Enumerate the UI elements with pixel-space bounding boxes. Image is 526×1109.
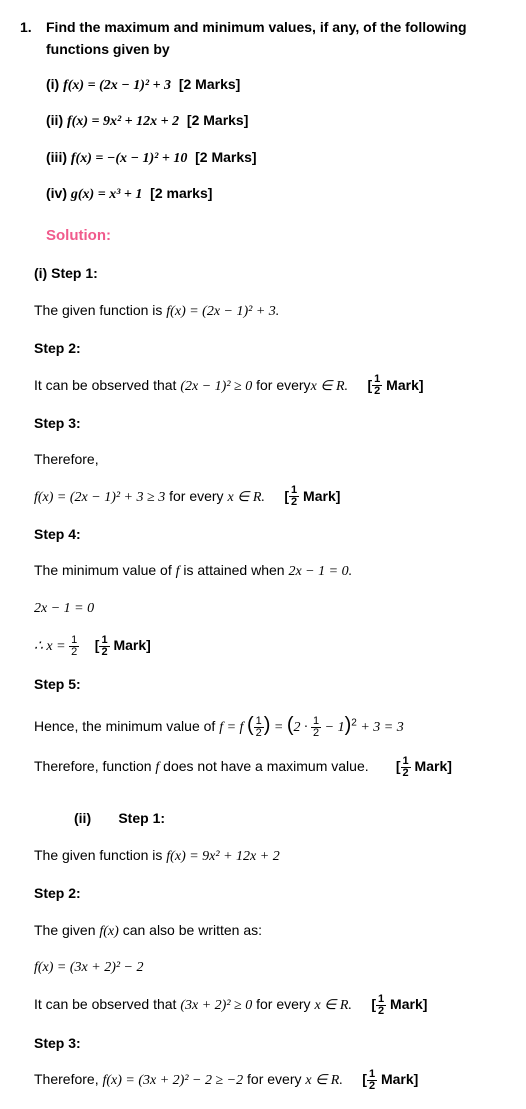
- i-step5-conclusion: Therefore, function f does not have a ma…: [34, 755, 506, 779]
- ii-step2-eq: f(x) = (3x + 2)² − 2: [34, 957, 506, 979]
- ii-step2-label: Step 2:: [34, 882, 506, 904]
- ii-step2-obs: It can be observed that (3x + 2)² ≥ 0 fo…: [34, 993, 506, 1017]
- ii-step1-text: The given function is f(x) = 9x² + 12x +…: [34, 844, 506, 868]
- i-step5-eq: Hence, the minimum value of f = f (12) =…: [34, 709, 506, 741]
- ii-heading: (ii) Step 1:: [34, 807, 506, 829]
- i-step3-eq: f(x) = (2x − 1)² + 3 ≥ 3 for every x ∈ R…: [34, 485, 506, 509]
- ii-step2-text: The given f(x) can also be written as:: [34, 919, 506, 943]
- i-step1-text: The given function is f(x) = (2x − 1)² +…: [34, 299, 506, 323]
- i-step5-label: Step 5:: [34, 673, 506, 695]
- part-iv: (iv) g(x) = x³ + 1 [2 marks]: [46, 182, 506, 206]
- i-step4-text: The minimum value of f is attained when …: [34, 559, 506, 583]
- part-ii: (ii) f(x) = 9x² + 12x + 2 [2 Marks]: [46, 109, 506, 133]
- ii-step3-text: Therefore, f(x) = (3x + 2)² − 2 ≥ −2 for…: [34, 1068, 506, 1092]
- i-step3-therefore: Therefore,: [34, 448, 506, 470]
- solution-heading: Solution:: [46, 224, 506, 248]
- question-prompt: Find the maximum and minimum values, if …: [46, 16, 506, 61]
- question-number: 1.: [20, 16, 36, 61]
- i-step4-result: ∴ x = 12 [12 Mark]: [34, 634, 506, 658]
- i-step3-label: Step 3:: [34, 412, 506, 434]
- part-i: (i) f(x) = (2x − 1)² + 3 [2 Marks]: [46, 73, 506, 97]
- i-step2-text: It can be observed that (2x − 1)² ≥ 0 fo…: [34, 374, 506, 398]
- i-step4-eq: 2x − 1 = 0: [34, 598, 506, 620]
- i-step2-label: Step 2:: [34, 337, 506, 359]
- i-step4-label: Step 4:: [34, 523, 506, 545]
- i-step1-label: (i) Step 1:: [34, 262, 506, 284]
- part-iii: (iii) f(x) = −(x − 1)² + 10 [2 Marks]: [46, 146, 506, 170]
- ii-step3-label: Step 3:: [34, 1032, 506, 1054]
